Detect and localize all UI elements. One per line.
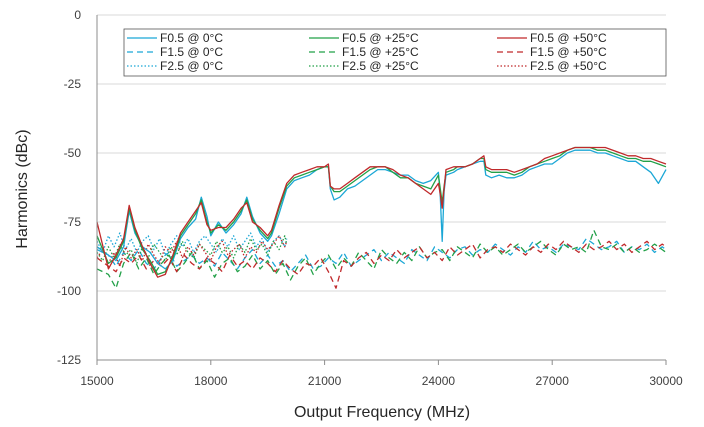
legend-label: F2.5 @ 0°C	[160, 59, 223, 73]
legend-label: F1.5 @ 0°C	[160, 45, 223, 59]
legend-label: F2.5 @ +50°C	[530, 59, 607, 73]
y-tick-label: -50	[64, 146, 82, 160]
legend-label: F0.5 @ +25°C	[342, 31, 419, 45]
legend-label: F0.5 @ 0°C	[160, 31, 223, 45]
x-axis-title: Output Frequency (MHz)	[294, 404, 470, 421]
series-line-5	[96, 229, 667, 289]
legend-label: F2.5 @ +25°C	[342, 59, 419, 73]
axes	[96, 15, 667, 365]
y-tick-label: -125	[57, 353, 81, 367]
series-line-3	[96, 146, 667, 278]
y-axis-title: Harmonics (dBc)	[14, 129, 31, 248]
legend-label: F1.5 @ +50°C	[530, 45, 607, 59]
series-layer	[96, 146, 667, 289]
legend-box	[123, 28, 667, 77]
y-tick-label: -75	[64, 215, 82, 229]
y-tick-label: -100	[57, 284, 81, 298]
x-tick-label: 24000	[422, 374, 456, 388]
series-line-9	[96, 235, 288, 267]
series-line-6	[96, 240, 667, 289]
legend-label: F1.5 @ +25°C	[342, 45, 419, 59]
x-tick-label: 21000	[308, 374, 342, 388]
legend-label: F0.5 @ +50°C	[530, 31, 607, 45]
x-tick-label: 27000	[536, 374, 570, 388]
gridlines	[97, 14, 666, 292]
series-line-1	[96, 149, 667, 270]
legend: F0.5 @ 0°C F0.5 @ +25°C F0.5 @ +50°CF1.5 @…	[123, 28, 667, 77]
series-line-7	[96, 232, 288, 256]
x-tick-label: 30000	[649, 374, 683, 388]
y-tick-label: 0	[74, 8, 81, 22]
x-tick-label: 15000	[80, 374, 114, 388]
y-tick-label: -25	[64, 77, 82, 91]
series-line-4	[96, 237, 667, 273]
tick-labels: 0 -25 -50 -75 -100 -125 15000 18000 21000 24000 27…	[57, 8, 683, 388]
x-tick-label: 18000	[194, 374, 228, 388]
